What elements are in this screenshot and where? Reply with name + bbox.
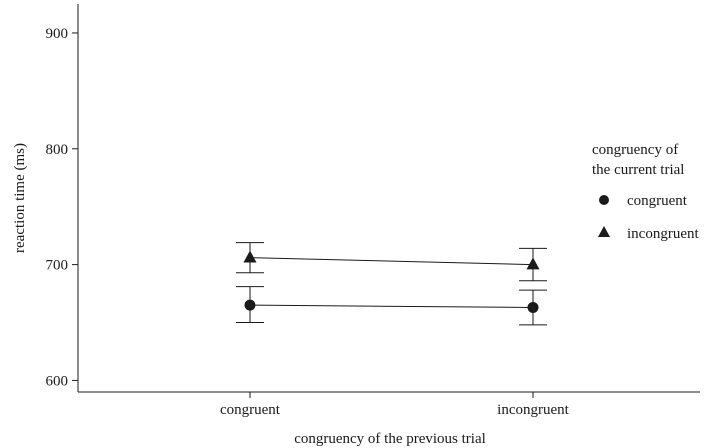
y-ticks: 600 700 800 900: [46, 26, 78, 389]
legend-label-incongruent: incongruent: [627, 226, 699, 242]
series-layer: [236, 242, 547, 326]
data-point-congruent: [244, 299, 256, 311]
y-tick-label: 800: [46, 142, 69, 158]
x-axis-title: congruency of the previous trial: [294, 431, 486, 447]
y-tick-label: 700: [46, 258, 69, 274]
x-tick-label: congruent: [220, 402, 281, 418]
y-tick-label: 600: [46, 373, 69, 389]
series-line-congruent: [249, 304, 534, 308]
plot-axes: [77, 4, 700, 393]
y-tick-label: 900: [46, 26, 69, 42]
x-tick-label: incongruent: [497, 402, 569, 418]
y-axis-title: reaction time (ms): [12, 143, 28, 253]
x-ticks: congruent incongruent: [220, 392, 570, 418]
legend-circle-marker: [599, 195, 609, 205]
legend-label-congruent: congruent: [627, 193, 688, 209]
data-point-congruent: [527, 301, 539, 313]
legend-title-line-2: the current trial: [592, 162, 684, 178]
series-line-incongruent: [249, 257, 534, 266]
legend-title-line-1: congruency of: [592, 142, 678, 158]
data-point-incongruent: [526, 257, 540, 270]
data-point-incongruent: [243, 250, 257, 263]
legend: congruency of the current trial congruen…: [592, 142, 699, 242]
legend-triangle-marker: [598, 226, 610, 237]
